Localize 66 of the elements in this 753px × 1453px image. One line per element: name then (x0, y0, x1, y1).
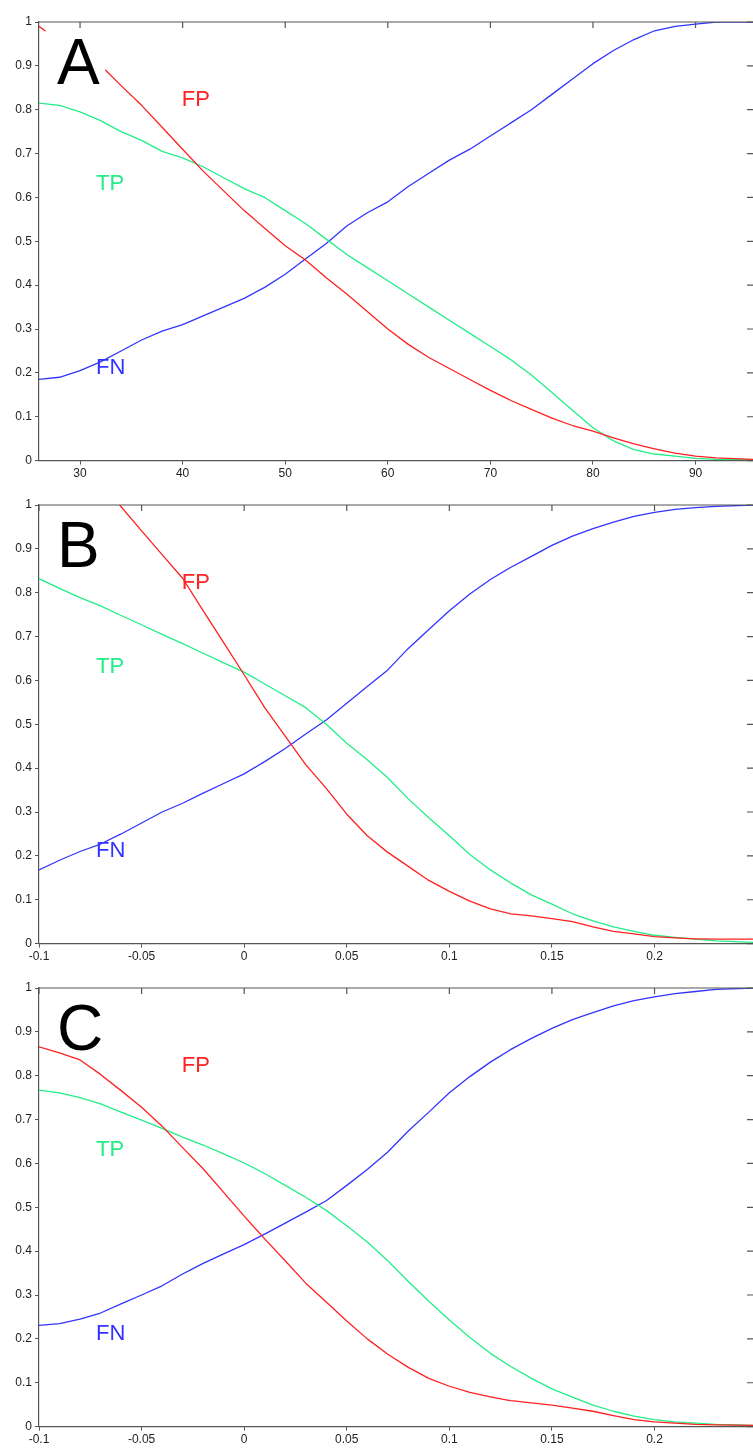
x-tick-label: 0 (240, 949, 248, 964)
x-tick-label: 0.2 (646, 949, 664, 964)
y-tick-label: 0.8 (15, 102, 33, 117)
x-tick-label: 90 (688, 466, 703, 481)
y-tick-label: 0.1 (15, 409, 33, 424)
y-tick-label: 0.4 (15, 277, 33, 292)
chart-title: C (57, 991, 104, 1064)
x-tick-label: 0.1 (441, 1432, 459, 1447)
y-tick-label: 0.6 (15, 672, 33, 687)
x-tick-label: 0.15 (540, 1432, 564, 1447)
y-tick-label: 0.5 (15, 1199, 33, 1214)
y-tick-label: 0.1 (15, 892, 33, 907)
series-label: FN (96, 353, 126, 379)
series-label: TP (96, 169, 125, 195)
text: FP (181, 1052, 210, 1078)
x-tick-label: 60 (381, 466, 395, 481)
y-tick-label: 0.8 (15, 1068, 33, 1083)
x-tick-label: 80 (586, 466, 600, 481)
x-tick-label: -0.1 (28, 1432, 50, 1447)
y-tick-label: 0.2 (15, 848, 33, 863)
series-label: TP (96, 652, 125, 678)
y-tick-label: 0.8 (15, 585, 33, 600)
y-tick-label: 0.4 (15, 1243, 33, 1258)
y-tick-label: 0.7 (15, 628, 33, 643)
x-tick-label: 70 (483, 466, 498, 481)
y-tick-label: 0.6 (15, 189, 33, 204)
y-tick-label: 0.7 (15, 145, 33, 160)
y-tick-label: 0.3 (15, 804, 33, 819)
y-tick-label: 1 (25, 497, 33, 512)
x-tick-label: 50 (278, 466, 293, 481)
y-tick-label: 0 (25, 935, 33, 950)
x-tick-label: 40 (175, 466, 190, 481)
y-tick-label: 0.6 (15, 1155, 33, 1170)
y-tick-label: 0.4 (15, 760, 33, 775)
y-tick-label: 0.5 (15, 716, 33, 731)
series-label: FP (181, 86, 210, 112)
chart-title: A (57, 25, 100, 98)
y-tick-label: 1 (25, 980, 33, 995)
x-tick-label: -0.05 (127, 949, 156, 964)
x-tick-label: 0.2 (646, 1432, 664, 1447)
y-tick-label: 0.9 (15, 1024, 33, 1039)
y-tick-label: 0.7 (15, 1111, 33, 1126)
y-tick-label: 0 (25, 452, 33, 467)
x-tick-label: 0.1 (441, 949, 459, 964)
y-tick-label: 0.3 (15, 321, 33, 336)
x-tick-label: 0.15 (540, 949, 564, 964)
y-tick-label: 1 (25, 14, 33, 29)
series-label: FN (96, 1319, 126, 1345)
series-label: FP (181, 569, 210, 595)
y-tick-label: 0.3 (15, 1287, 33, 1302)
x-tick-label: -0.1 (28, 949, 50, 964)
y-tick-label: 0.5 (15, 233, 33, 248)
x-tick-label: 0.05 (335, 949, 359, 964)
y-tick-label: 0.2 (15, 1331, 33, 1346)
x-tick-label: 0 (240, 1432, 248, 1447)
series-label: FN (96, 836, 126, 862)
x-tick-label: 30 (73, 466, 88, 481)
x-tick-label: 0.05 (335, 1432, 359, 1447)
x-tick-label: -0.05 (127, 1432, 156, 1447)
chart-title: B (57, 508, 100, 581)
series-label: TP (96, 1135, 125, 1161)
y-tick-label: 0.9 (15, 58, 33, 73)
y-tick-label: 0 (25, 1418, 33, 1433)
y-tick-label: 0.9 (15, 541, 33, 556)
y-tick-label: 0.2 (15, 365, 33, 380)
y-tick-label: 0.1 (15, 1375, 33, 1390)
